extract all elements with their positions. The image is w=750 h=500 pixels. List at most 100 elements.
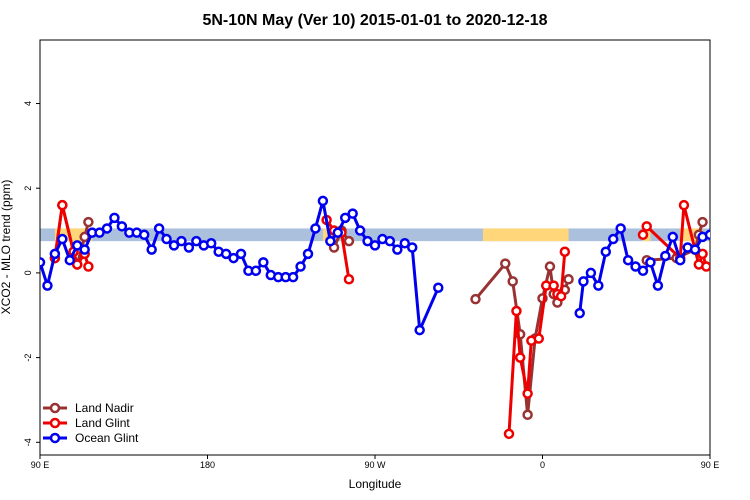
ocean-glint-point [414, 324, 425, 336]
ocean-glint-point [615, 223, 626, 234]
ocean-glint-point [183, 242, 195, 253]
ocean-glint-point [325, 235, 336, 247]
ocean-glint-point [593, 280, 604, 291]
ocean-glint-point [42, 280, 53, 291]
ocean-glint-point [49, 248, 61, 260]
ocean-glint-point [146, 244, 157, 255]
ocean-glint-point [736, 229, 744, 237]
land-glint-point [343, 274, 355, 285]
land-nadir-point [522, 409, 533, 421]
ocean-glint-point [362, 235, 373, 247]
land-glint-point [522, 388, 533, 399]
land-nadir-point [343, 235, 355, 247]
ocean-glint-point [302, 248, 314, 260]
land-nadir-point [563, 274, 574, 285]
x-tick-label: 180 [200, 460, 215, 470]
ocean-glint-point [728, 222, 736, 230]
legend-label-land-glint: Land Glint [75, 416, 130, 430]
land-nadir-point [544, 261, 556, 272]
y-tick-label: 4 [23, 101, 33, 106]
land-glint-point [697, 248, 708, 260]
ocean-glint-point [637, 265, 649, 277]
y-tick-label: 0 [23, 270, 33, 275]
land-glint-point [511, 305, 522, 317]
ocean-glint-line [578, 226, 710, 314]
ocean-glint-point [689, 244, 701, 255]
y-tick-label: 2 [23, 186, 33, 191]
ocean-glint-point [57, 233, 68, 245]
ocean-glint-series [40, 195, 750, 336]
land-nadir-point [500, 258, 511, 269]
legend-label-land-nadir: Land Nadir [75, 401, 134, 415]
legend-marker-ocean-glint [49, 432, 61, 444]
land-glint-point [559, 246, 571, 257]
ocean-glint-point [645, 257, 656, 268]
legend-marker-land-glint [49, 417, 61, 429]
land-nadir-point [83, 216, 94, 228]
land-nadir-point [697, 216, 708, 228]
ocean-glint-point [220, 248, 232, 260]
ocean-glint-point [116, 221, 128, 232]
chart-title: 5N-10N May (Ver 10) 2015-01-01 to 2020-1… [202, 12, 547, 29]
land-glint-point [678, 199, 690, 211]
ocean-glint-point [258, 257, 269, 268]
land-glint-point [83, 261, 94, 272]
land-glint-point [641, 221, 652, 232]
data-series [40, 195, 750, 440]
land-glint-point [548, 280, 559, 291]
land-glint-point [701, 261, 710, 272]
ocean-glint-point [607, 233, 619, 245]
ocean-glint-line [40, 199, 440, 332]
ocean-glint-point [743, 229, 750, 237]
land-glint-point [514, 352, 526, 363]
ocean-glint-point [310, 223, 321, 234]
ocean-glint-point [704, 229, 710, 241]
ocean-glint-point [578, 276, 589, 287]
x-tick-label: 90 E [701, 460, 720, 470]
x-tick-label: 90 E [31, 460, 50, 470]
land-glint-point [533, 333, 545, 344]
ocean-glint-point [109, 212, 120, 224]
ocean-glint-point [235, 248, 247, 260]
y-tick-label: -4 [23, 438, 33, 446]
ocean-glint-point [176, 235, 187, 247]
ocean-glint-point [674, 254, 686, 266]
land-nadir-point [507, 276, 518, 287]
ocean-glint-point [287, 271, 299, 283]
ocean-glint-point [332, 227, 344, 238]
ocean-glint-point [384, 235, 396, 247]
land-glint-point [637, 229, 649, 241]
land-glint-point [503, 428, 515, 440]
ocean-glint-point [630, 261, 641, 272]
ocean-glint-point [153, 223, 165, 234]
ocean-glint-point [392, 244, 403, 255]
ocean-glint-point [585, 267, 597, 279]
band-land-segment [482, 228, 569, 242]
ocean-glint-point [600, 246, 612, 257]
ocean-glint-point [168, 240, 180, 251]
ocean-glint-point [369, 240, 381, 251]
legend-marker-land-nadir [49, 402, 61, 414]
land-nadir-point [470, 293, 481, 305]
ocean-glint-point [40, 257, 46, 268]
band-land-segment [322, 228, 331, 242]
ocean-glint-point [295, 261, 306, 272]
legend-label-ocean-glint: Ocean Glint [75, 431, 139, 445]
ocean-glint-point [317, 195, 329, 207]
ocean-glint-point [347, 208, 358, 219]
x-tick-label: 0 [540, 460, 545, 470]
land-glint-point [555, 290, 567, 302]
y-axis-label: XCO2 - MLO trend (ppm) [0, 180, 13, 315]
ocean-glint-point [721, 214, 729, 222]
land-glint-point [57, 199, 68, 211]
ocean-glint-point [652, 280, 664, 291]
ocean-glint-point [138, 229, 150, 241]
ocean-glint-point [339, 212, 351, 224]
ocean-glint-point [433, 282, 444, 293]
x-axis: 90 E 180 90 W 0 90 E [31, 455, 720, 470]
ocean-glint-point [660, 250, 671, 262]
ocean-glint-point [228, 252, 239, 264]
ocean-glint-point [250, 265, 262, 277]
y-axis: -4 -2 0 2 4 [23, 101, 40, 446]
ocean-glint-point [354, 225, 366, 236]
